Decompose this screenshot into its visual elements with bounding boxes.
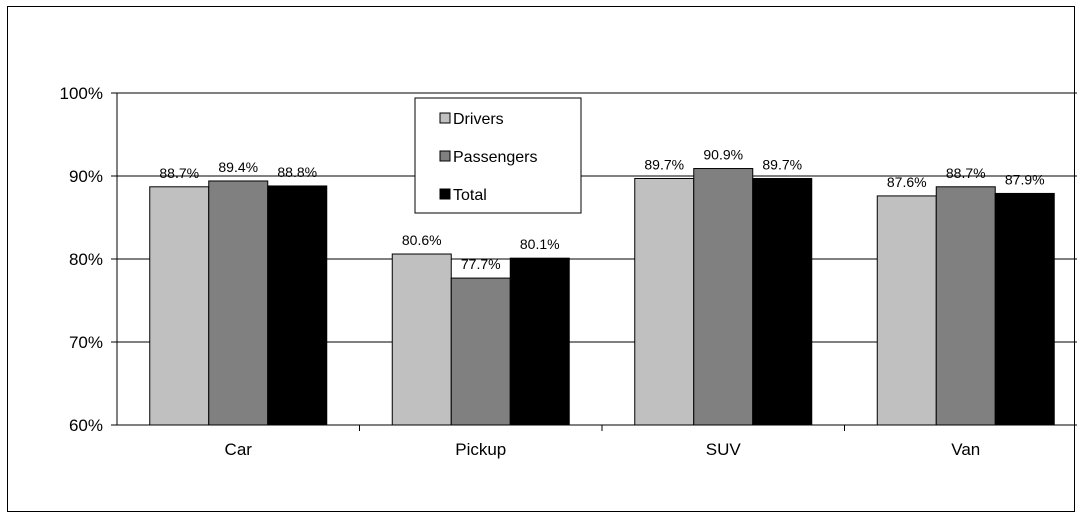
bar-total-suv <box>752 177 813 426</box>
data-label: 80.6% <box>402 232 442 248</box>
bar-total-van <box>994 192 1055 426</box>
data-label: 87.6% <box>887 174 927 190</box>
bars <box>149 168 1055 426</box>
y-tick-label: 100% <box>60 84 103 103</box>
data-label: 89.7% <box>644 156 684 172</box>
legend-swatch-total <box>439 188 451 200</box>
data-label: 87.9% <box>1005 171 1045 187</box>
bar-passengers-van <box>935 186 996 426</box>
x-category-label: Van <box>951 440 980 459</box>
legend-swatch-drivers <box>439 112 451 124</box>
bar-total-pickup <box>509 257 570 426</box>
bar-drivers-car <box>149 186 210 426</box>
bar-drivers-pickup <box>391 253 452 426</box>
bar-drivers-van <box>876 195 937 426</box>
data-label: 88.7% <box>946 165 986 181</box>
bar-passengers-car <box>208 180 269 426</box>
bar-passengers-pickup <box>450 277 511 426</box>
data-label: 89.7% <box>762 156 802 172</box>
x-category-label: SUV <box>706 440 742 459</box>
data-label: 80.1% <box>520 236 560 252</box>
x-category-label: Car <box>225 440 253 459</box>
y-tick-label: 80% <box>69 250 103 269</box>
bar-passengers-suv <box>693 168 754 426</box>
data-labels: 88.7% 89.4% 88.8% 80.6% 77.7% 80.1% 89.7% 90.9%… <box>159 147 1044 273</box>
legend-label: Drivers <box>453 111 504 128</box>
x-category-label: Pickup <box>455 440 506 459</box>
y-tick-label: 90% <box>69 167 103 186</box>
legend-label: Total <box>453 187 487 204</box>
bar-drivers-suv <box>634 177 695 426</box>
data-label: 90.9% <box>703 147 743 163</box>
bar-total-car <box>267 185 328 426</box>
y-tick-label: 60% <box>69 416 103 435</box>
data-label: 89.4% <box>218 159 258 175</box>
data-label: 88.8% <box>277 164 317 180</box>
legend-label: Passengers <box>453 149 538 166</box>
data-label: 88.7% <box>159 165 199 181</box>
y-axis-ticks: 60% 70% 80% 90% 100% <box>60 84 117 435</box>
legend: Drivers Passengers Total <box>414 97 582 214</box>
y-tick-label: 70% <box>69 333 103 352</box>
x-axis-categories: Car Pickup SUV Van <box>225 440 981 459</box>
legend-swatch-passengers <box>439 150 451 162</box>
data-label: 77.7% <box>461 256 501 272</box>
